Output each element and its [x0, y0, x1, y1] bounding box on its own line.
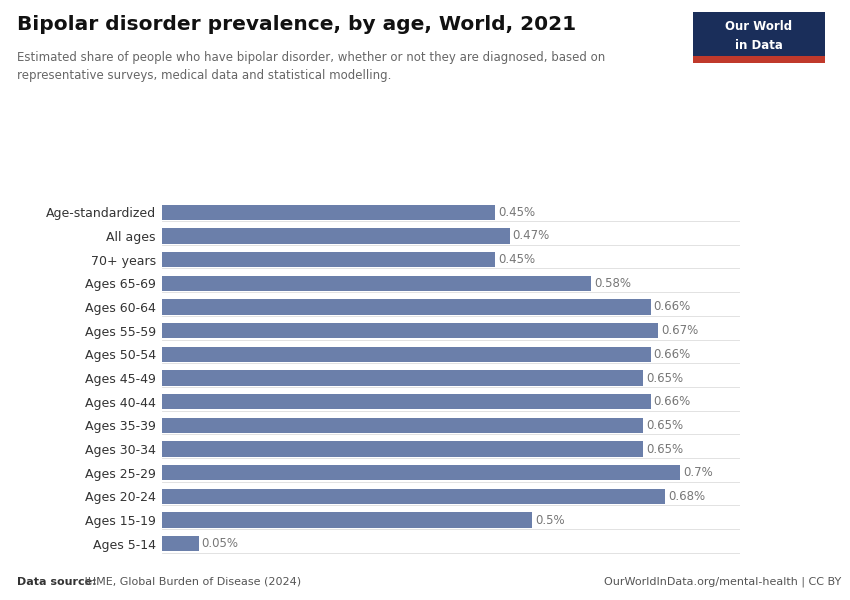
Text: 0.68%: 0.68%: [668, 490, 706, 503]
Bar: [162, 394, 650, 409]
Bar: [162, 370, 643, 386]
Text: Data source:: Data source:: [17, 577, 97, 587]
Text: 0.65%: 0.65%: [646, 419, 683, 432]
Text: 0.7%: 0.7%: [683, 466, 713, 479]
Bar: [162, 275, 592, 291]
Text: 0.65%: 0.65%: [646, 371, 683, 385]
Text: 0.45%: 0.45%: [498, 206, 535, 219]
Text: in Data: in Data: [734, 38, 783, 52]
Text: 0.66%: 0.66%: [654, 395, 691, 408]
Text: OurWorldInData.org/mental-health | CC BY: OurWorldInData.org/mental-health | CC BY: [604, 576, 842, 587]
Bar: [162, 465, 680, 481]
Bar: [162, 442, 643, 457]
Bar: [162, 205, 495, 220]
Text: 0.66%: 0.66%: [654, 301, 691, 313]
Text: 0.58%: 0.58%: [594, 277, 632, 290]
Bar: [162, 299, 650, 314]
Bar: [162, 512, 532, 528]
Bar: [162, 536, 199, 551]
Text: IHME, Global Burden of Disease (2024): IHME, Global Burden of Disease (2024): [81, 577, 301, 587]
Text: Bipolar disorder prevalence, by age, World, 2021: Bipolar disorder prevalence, by age, Wor…: [17, 15, 576, 34]
Text: Estimated share of people who have bipolar disorder, whether or not they are dia: Estimated share of people who have bipol…: [17, 51, 605, 82]
Bar: [162, 489, 666, 504]
Text: Our World: Our World: [725, 20, 792, 33]
Text: 0.05%: 0.05%: [201, 537, 239, 550]
Text: 0.66%: 0.66%: [654, 348, 691, 361]
Bar: [162, 347, 650, 362]
Text: 0.65%: 0.65%: [646, 443, 683, 455]
Text: 0.5%: 0.5%: [535, 514, 564, 527]
Text: 0.67%: 0.67%: [661, 324, 698, 337]
Text: 0.45%: 0.45%: [498, 253, 535, 266]
Bar: [162, 252, 495, 267]
Text: 0.47%: 0.47%: [513, 229, 550, 242]
Bar: [162, 323, 658, 338]
Bar: [162, 228, 510, 244]
Bar: [162, 418, 643, 433]
